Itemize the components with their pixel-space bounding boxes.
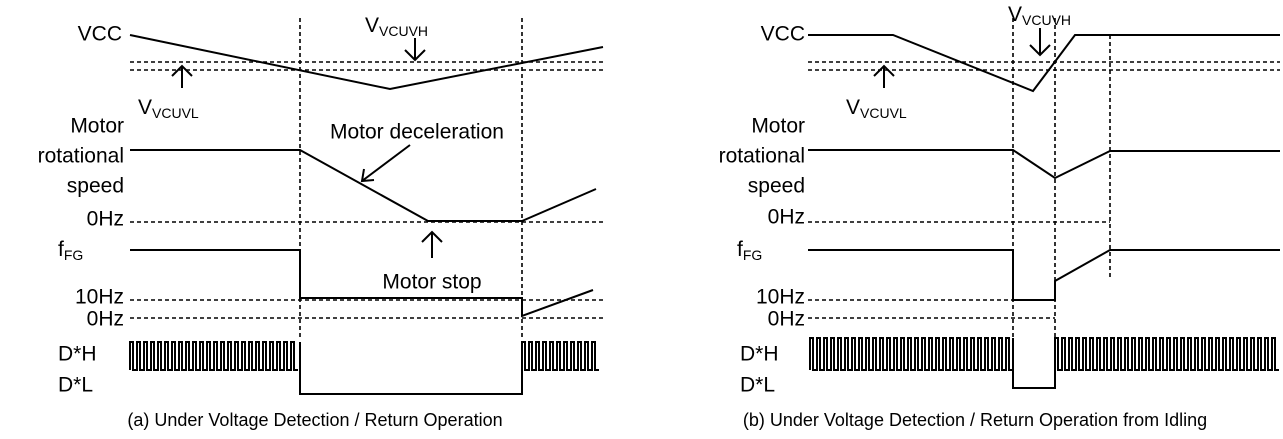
stop-label: Motor stop: [382, 271, 481, 294]
zero-label: 0Hz: [87, 308, 124, 331]
speed-label: speed: [67, 175, 124, 198]
caption: (a) Under Voltage Detection / Return Ope…: [127, 410, 502, 430]
arrow: [1029, 28, 1051, 57]
fg-line: [808, 249, 1280, 301]
speed-label: rotational: [38, 145, 124, 168]
speed-label: Motor: [751, 115, 805, 138]
dh-label: D*H: [740, 343, 779, 366]
caption: (b) Under Voltage Detection / Return Ope…: [743, 410, 1207, 430]
ten-label: 10Hz: [756, 286, 805, 309]
zero-label: 0Hz: [768, 308, 805, 331]
dh-label: D*H: [58, 343, 97, 366]
timing-markers: [1012, 18, 1111, 338]
dl-label: D*L: [58, 374, 93, 397]
arrow: [873, 64, 895, 88]
speed-line: [130, 149, 597, 222]
fg-label: fFG: [737, 238, 762, 263]
pulse-train: [809, 337, 1279, 389]
pulse: [809, 337, 1279, 389]
zero-label: 0Hz: [87, 208, 124, 231]
vcc-label: VCC: [78, 23, 122, 46]
vcuvl-label: VVCUVL: [138, 96, 199, 121]
vcuvh-label: VVCUVH: [1008, 3, 1071, 28]
speed-label: Motor: [70, 115, 124, 138]
panel-a: VCC VVCUVH VVCUVL Motor rotational speed…: [38, 14, 604, 430]
fg-label: fFG: [58, 238, 83, 263]
arrow: [404, 38, 426, 62]
speed-label: speed: [748, 175, 805, 198]
speed-label: rotational: [719, 145, 805, 168]
threshold-lines: [130, 61, 603, 71]
threshold-lines: [808, 61, 1280, 71]
speed-line: [808, 149, 1280, 180]
arrow: [171, 64, 193, 88]
vcc-line: [808, 34, 1280, 93]
vcuvh-label: VVCUVH: [365, 14, 428, 39]
vcuvl-label: VVCUVL: [846, 96, 907, 121]
pulse: [129, 341, 599, 395]
deceleration-label: Motor deceleration: [330, 121, 504, 144]
arrow: [360, 144, 411, 183]
arrow: [421, 230, 443, 258]
zero-label: 0Hz: [768, 206, 805, 229]
pulse-train: [129, 341, 599, 395]
fg-ref-lines: [130, 299, 603, 319]
fg-ref-lines: [808, 299, 1055, 319]
ten-label: 10Hz: [75, 286, 124, 309]
panel-b: VCC VVCUVH VVCUVL Motor rotational speed…: [719, 3, 1280, 430]
vcc-line: [129, 34, 604, 91]
fg-line: [130, 249, 594, 318]
vcc-label: VCC: [761, 23, 805, 46]
dl-label: D*L: [740, 374, 775, 397]
